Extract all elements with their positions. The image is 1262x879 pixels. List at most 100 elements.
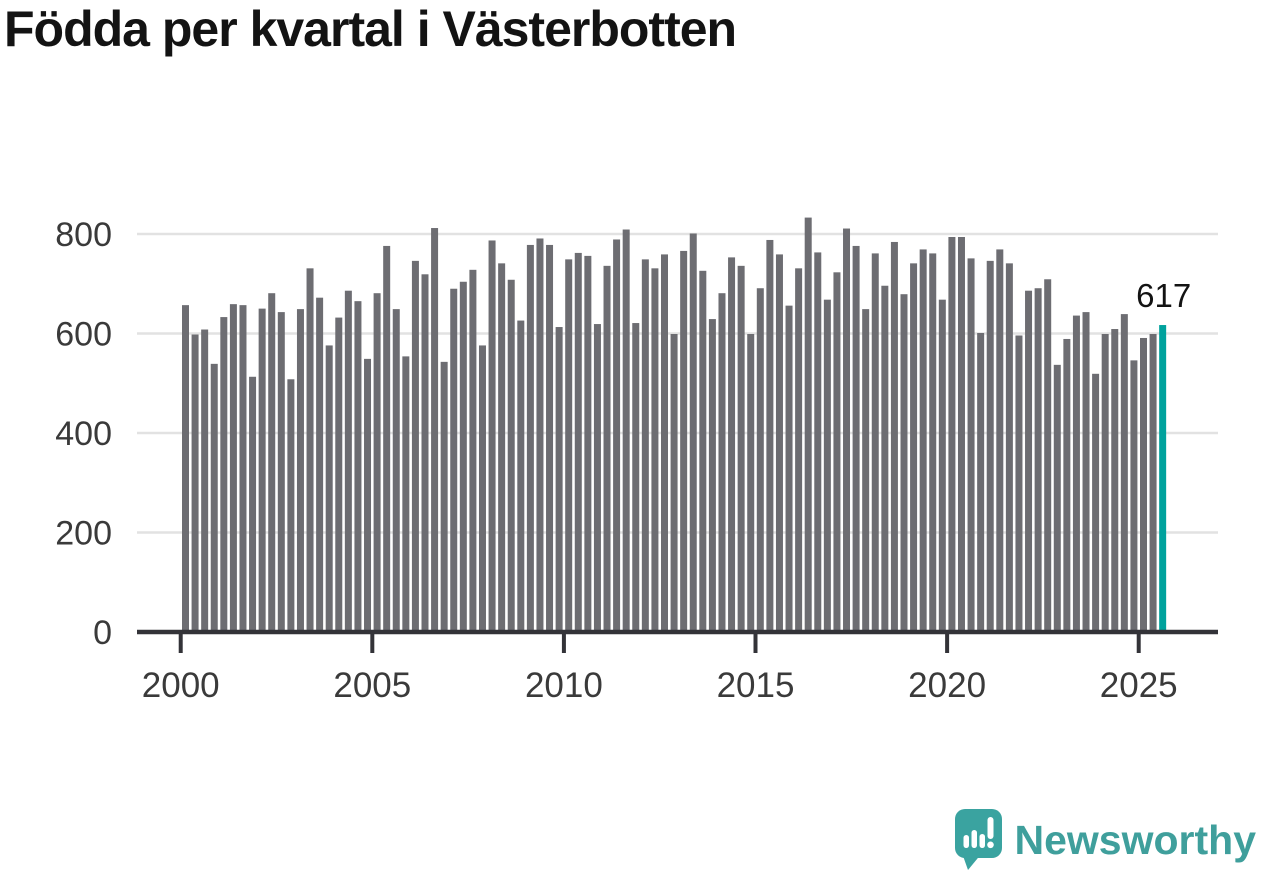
bar	[220, 317, 228, 632]
x-tick-label: 2000	[142, 666, 220, 705]
bar	[536, 238, 544, 633]
bar	[1101, 334, 1109, 632]
bar	[411, 260, 419, 632]
bar	[392, 309, 400, 632]
bar	[718, 293, 726, 632]
bar	[1120, 314, 1128, 632]
bar	[325, 345, 333, 632]
bar	[661, 254, 668, 632]
bar	[910, 263, 918, 632]
bar	[833, 272, 841, 632]
bar	[986, 260, 994, 632]
bar	[919, 249, 927, 633]
bar	[775, 254, 783, 632]
bar	[440, 361, 448, 632]
y-tick-label: 400	[55, 415, 112, 453]
bar	[488, 240, 496, 632]
last-value-annotation: 617	[1136, 277, 1191, 314]
bar	[249, 376, 257, 632]
bar	[603, 265, 611, 632]
bar	[699, 270, 707, 632]
bar	[383, 245, 391, 632]
bar	[737, 265, 745, 632]
bar	[574, 252, 582, 632]
bar	[584, 255, 592, 632]
bar	[1130, 360, 1138, 632]
bar	[517, 320, 525, 632]
x-tick-label: 2020	[908, 666, 986, 705]
bar	[957, 236, 965, 633]
bar	[747, 334, 755, 632]
bar	[728, 257, 736, 632]
bar	[306, 268, 314, 632]
bar	[277, 312, 285, 632]
bar	[354, 301, 362, 632]
bar	[555, 327, 563, 632]
bar	[708, 319, 716, 632]
bar	[1063, 338, 1071, 632]
bar	[929, 253, 937, 632]
y-tick-label: 200	[55, 515, 112, 553]
bar	[258, 308, 266, 633]
bar	[948, 236, 956, 633]
x-tick-label: 2015	[717, 666, 795, 705]
bar	[498, 263, 506, 632]
bar	[526, 244, 534, 632]
bar	[641, 259, 649, 632]
bar	[670, 334, 678, 632]
newsworthy-wordmark: Newsworthy	[1014, 816, 1257, 863]
y-tick-label: 800	[55, 216, 112, 254]
highlighted-bar-2025 Q3	[1159, 325, 1167, 632]
bar	[804, 217, 812, 632]
bar	[431, 228, 439, 632]
bar	[1053, 364, 1061, 632]
bar	[287, 379, 295, 632]
bar	[1140, 337, 1147, 632]
bar	[268, 293, 276, 632]
bar	[593, 324, 601, 632]
bar	[977, 333, 985, 632]
bar	[632, 323, 640, 632]
bar	[1034, 288, 1042, 632]
bar	[335, 317, 343, 632]
bar	[1015, 335, 1023, 632]
bar	[622, 229, 630, 632]
bar	[890, 241, 898, 632]
x-tick-label: 2005	[333, 666, 411, 705]
bar	[1092, 373, 1100, 632]
bar	[546, 244, 554, 632]
bar	[938, 299, 946, 632]
x-tick-label: 2010	[525, 666, 603, 705]
bar	[469, 269, 477, 632]
bar	[1111, 329, 1119, 632]
bar	[316, 297, 324, 632]
bar	[862, 309, 870, 632]
bar	[871, 253, 879, 632]
bar	[680, 250, 688, 633]
bar	[296, 309, 304, 632]
bar	[201, 329, 209, 632]
bar	[191, 334, 199, 632]
bar	[795, 268, 803, 632]
bar	[565, 259, 573, 632]
bar	[967, 258, 975, 632]
bar	[478, 345, 486, 632]
bar	[450, 288, 458, 632]
bar	[766, 239, 774, 632]
bar	[373, 293, 381, 632]
bar	[1025, 290, 1033, 632]
bar	[996, 249, 1004, 633]
bar	[843, 228, 851, 632]
newsworthy-speech-bubble-barchart-icon	[954, 809, 1002, 870]
bar	[689, 233, 697, 632]
bar	[182, 305, 189, 632]
bar	[239, 305, 247, 632]
bar	[364, 358, 372, 632]
bar	[1044, 279, 1052, 632]
x-tick-label: 2025	[1100, 666, 1178, 705]
bar	[229, 304, 237, 632]
bar	[421, 274, 429, 632]
y-tick-label: 600	[55, 316, 112, 354]
bar	[507, 279, 515, 632]
